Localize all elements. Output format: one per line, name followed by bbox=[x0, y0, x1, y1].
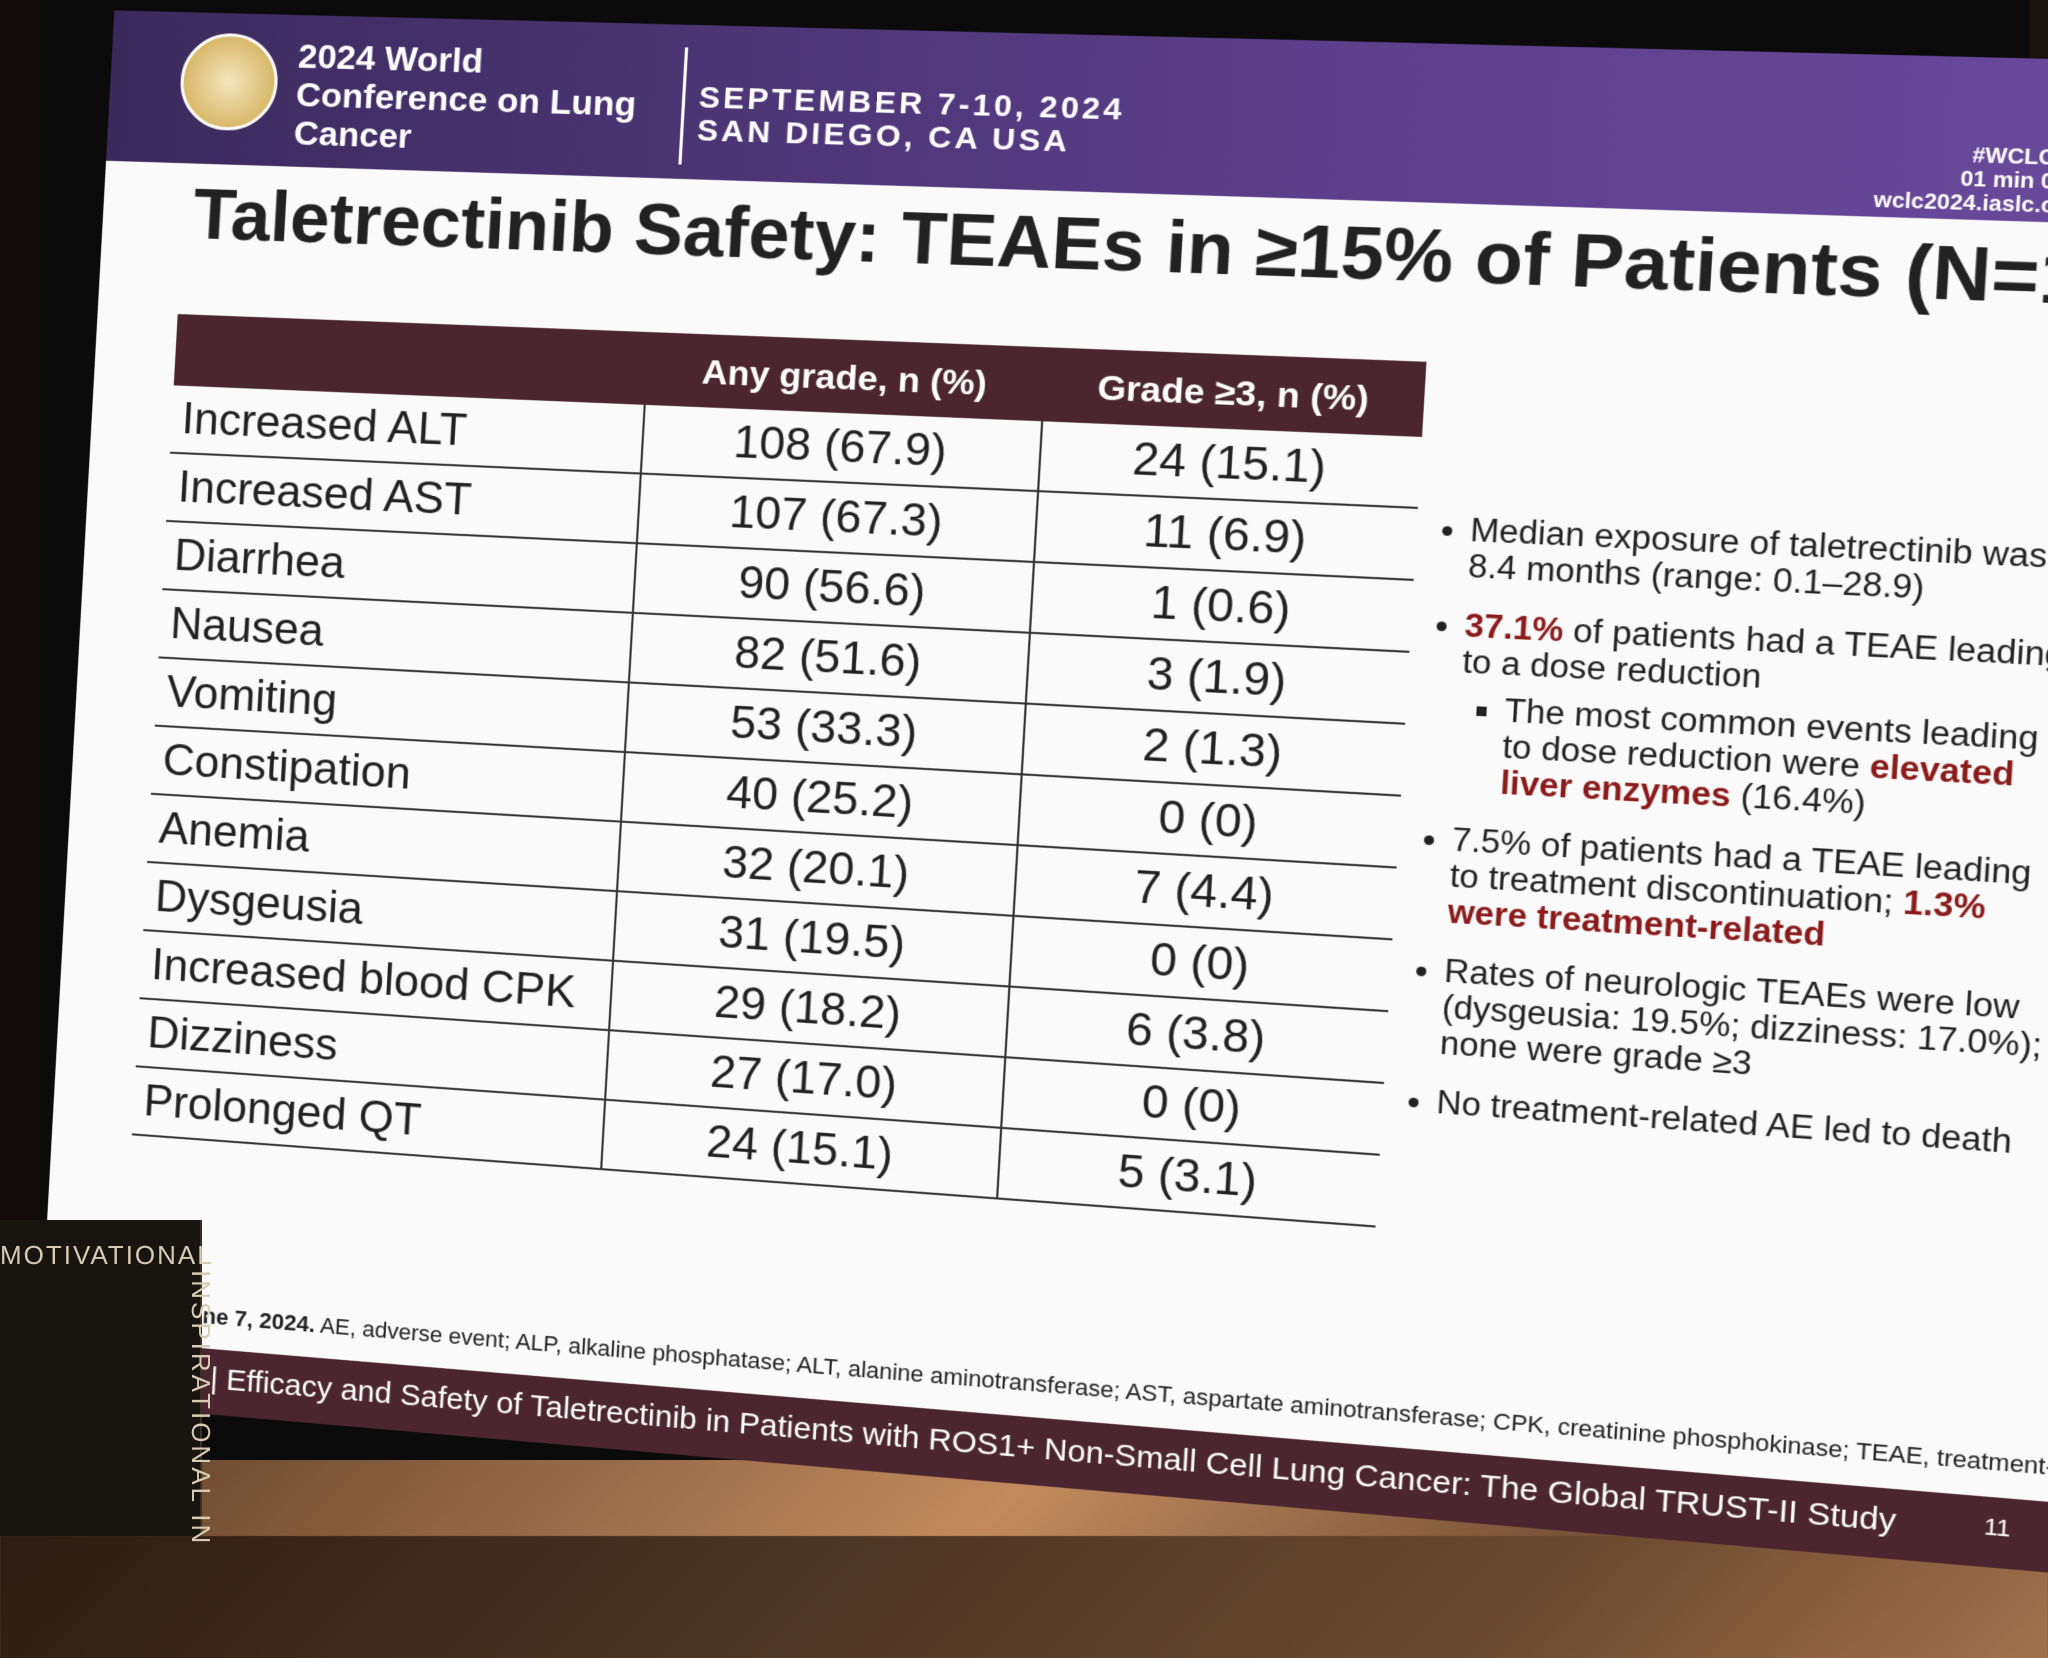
bullet-text: No treatment-related AE led to death bbox=[1435, 1083, 2013, 1160]
sub-bullet-liver-enzymes: The most common events leading to dose r… bbox=[1499, 693, 2048, 833]
presentation-slide: 2024 World Conference on Lung Cancer SEP… bbox=[37, 10, 2048, 1576]
bullet-median-exposure: Median exposure of taletrectinib was 8.4… bbox=[1467, 512, 2048, 613]
bullet-text: Median exposure of taletrectinib was 8.4… bbox=[1467, 511, 2048, 606]
conference-website: wclc2024.iaslc.org bbox=[1873, 189, 2048, 219]
bullet-text: (16.4%) bbox=[1730, 777, 1867, 822]
conference-dates-location: SEPTEMBER 7-10, 2024 SAN DIEGO, CA USA bbox=[696, 82, 1126, 161]
bullet-dose-reduction: 37.1% of patients had a TEAE leading to … bbox=[1454, 608, 2048, 833]
bullet-discontinuation: 7.5% of patients had a TEAE leading to t… bbox=[1447, 822, 2048, 968]
key-findings-bullets: Median exposure of taletrectinib was 8.4… bbox=[1403, 511, 2048, 1187]
bullet-text: Rates of neurologic TEAEs were low (dysg… bbox=[1439, 952, 2043, 1082]
slide-page-number: 11 bbox=[1983, 1513, 2011, 1543]
conference-name: 2024 World Conference on Lung Cancer bbox=[293, 37, 688, 164]
conference-hashtag-block: #WCLC24 01 min 06s wclc2024.iaslc.org bbox=[1873, 141, 2048, 219]
conference-logo-icon bbox=[178, 32, 280, 131]
adverse-events-table: Any grade, n (%) Grade ≥3, n (%) Increas… bbox=[132, 314, 1427, 1228]
bullet-no-death: No treatment-related AE led to death bbox=[1435, 1085, 2046, 1163]
bullet-highlight: 37.1% bbox=[1464, 607, 1565, 649]
bullet-neurologic: Rates of neurologic TEAEs were low (dysg… bbox=[1439, 953, 2048, 1102]
room-sign-side-text: INSPIRATIONAL IN bbox=[185, 1270, 216, 1546]
room-sign-top-text: MOTIVATIONAL bbox=[0, 1240, 214, 1271]
slide-perspective: 2024 World Conference on Lung Cancer SEP… bbox=[13, 0, 2048, 1658]
